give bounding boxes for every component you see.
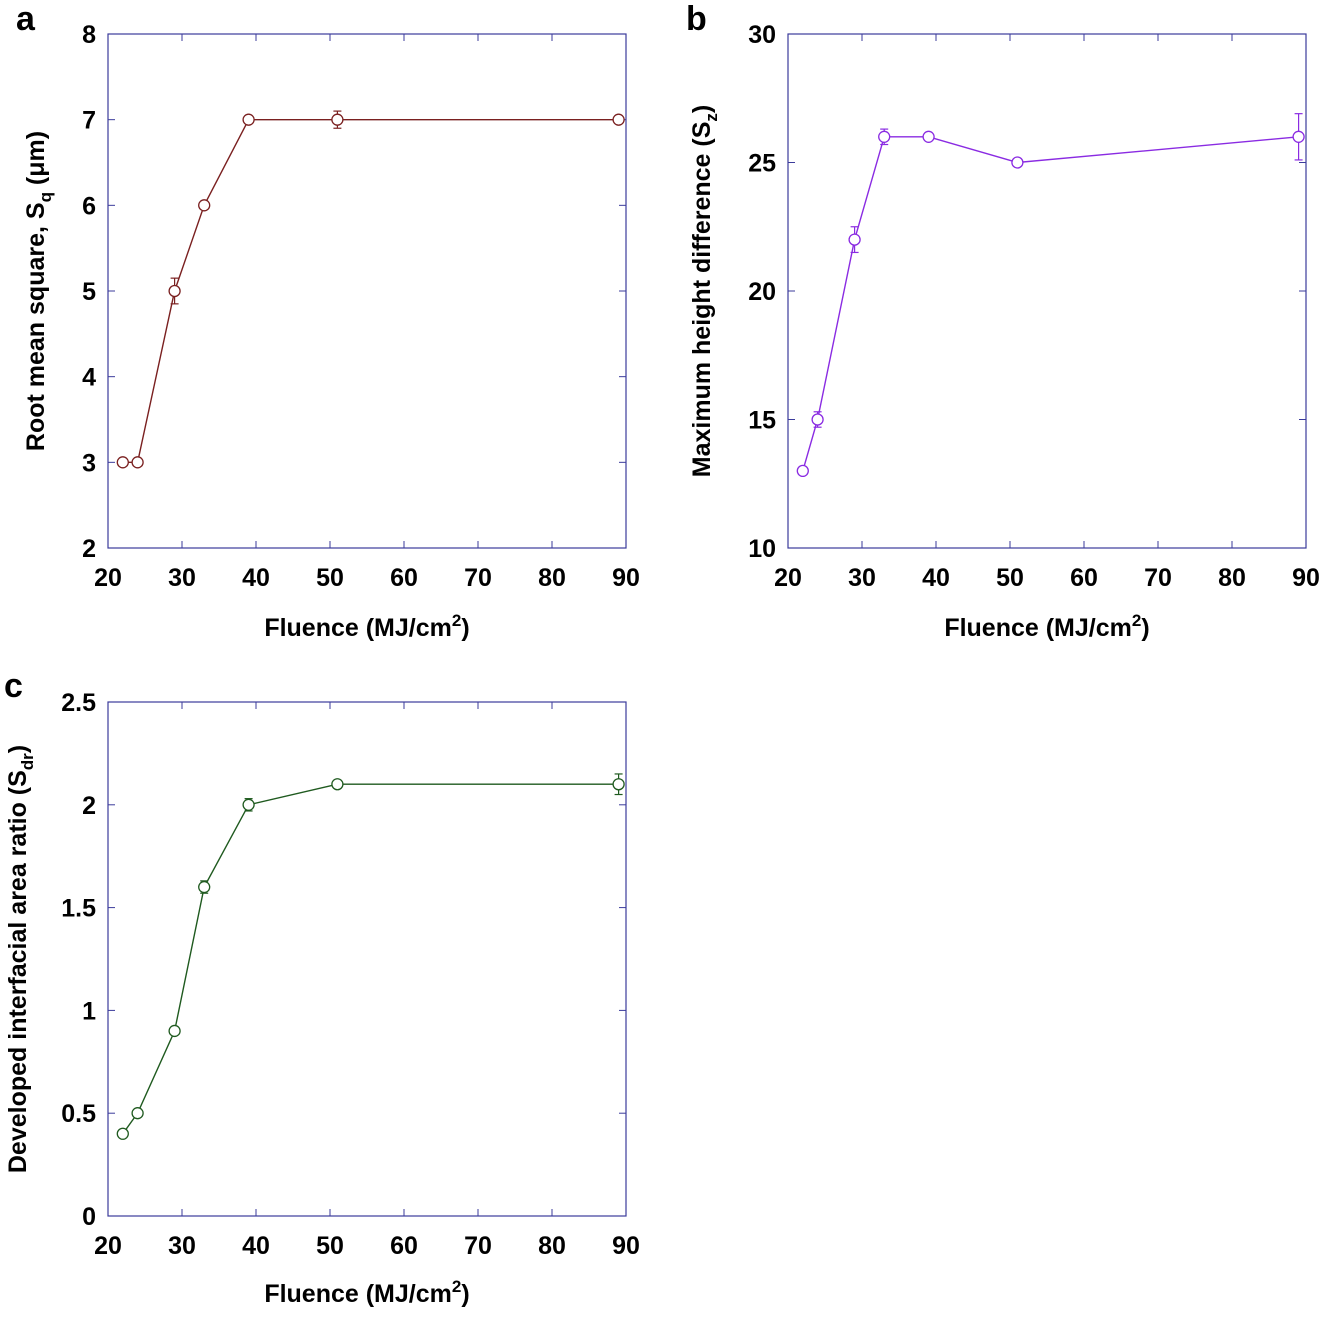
data-point (168, 1024, 181, 1038)
data-point (131, 456, 144, 469)
data-point (168, 284, 181, 298)
x-tick-label: 40 (242, 1232, 270, 1260)
y-tick-label: 5 (82, 278, 96, 306)
x-tick-label: 20 (774, 564, 802, 592)
x-tick-label: 90 (612, 1232, 640, 1260)
plot-frame (107, 701, 627, 1217)
x-tick-label: 70 (464, 564, 492, 592)
data-point (612, 113, 625, 126)
panel-a: a 20 30 40 50 60 70 80 90 2 3 4 5 6 7 8 Fluence (MJ/cm2)… (16, 0, 640, 642)
x-axis-title: Fluence (MJ/cm2) (264, 1277, 469, 1308)
series-line (122, 783, 619, 1135)
x-tick-label: 50 (316, 1232, 344, 1260)
data-point (922, 130, 935, 143)
x-tick-label: 80 (1218, 564, 1246, 592)
data-point (331, 113, 344, 126)
x-tick-label: 20 (94, 1232, 122, 1260)
y-tick-label: 7 (82, 107, 96, 135)
data-point (878, 130, 891, 143)
plot-frame (107, 33, 627, 549)
y-tick-label: 0 (82, 1203, 96, 1231)
x-tick-label: 60 (390, 1232, 418, 1260)
data-point (198, 199, 211, 212)
y-tick-label: 6 (82, 192, 96, 220)
y-tick-label: 25 (748, 150, 776, 178)
data-point (242, 798, 255, 811)
data-point (131, 1107, 144, 1120)
series-line (122, 118, 619, 463)
y-tick-label: 0.5 (61, 1100, 96, 1128)
x-tick-label: 20 (94, 564, 122, 592)
y-tick-label: 2 (82, 535, 96, 563)
x-tick-label: 60 (390, 564, 418, 592)
data-point (242, 113, 255, 126)
y-tick-label: 8 (82, 21, 96, 49)
data-point (811, 413, 824, 426)
x-tick-label: 40 (922, 564, 950, 592)
data-point (116, 456, 129, 469)
panel-b: b 20 30 40 50 60 70 80 90 10 15 20 25 30 Fluence (MJ/c… (686, 0, 1320, 642)
x-tick-label: 70 (1144, 564, 1172, 592)
data-point (796, 464, 809, 478)
x-axis-title: Fluence (MJ/cm2) (944, 611, 1149, 642)
data-point (1292, 130, 1305, 143)
panel-letter: c (4, 667, 23, 705)
x-tick-label: 80 (538, 564, 566, 592)
data-point (198, 880, 211, 894)
data-point (612, 778, 625, 791)
x-tick-label: 30 (168, 564, 196, 592)
y-tick-label: 1.5 (61, 895, 96, 923)
panel-c: c 20 30 40 50 60 70 80 90 0 0.5 1 1.5 2 2.5 Fluence (MJ… (4, 667, 640, 1308)
x-tick-label: 50 (316, 564, 344, 592)
x-axis-title: Fluence (MJ/cm2) (264, 611, 469, 642)
y-axis-title: Maximum height difference (Sz) (688, 105, 721, 477)
x-tick-label: 80 (538, 1232, 566, 1260)
y-tick-label: 2 (82, 792, 96, 820)
series-line (802, 136, 1299, 472)
data-point (1011, 156, 1024, 169)
x-tick-label: 50 (996, 564, 1024, 592)
x-tick-label: 90 (1292, 564, 1320, 592)
y-axis-title: Root mean square, Sq (μm) (22, 131, 55, 451)
x-tick-label: 60 (1070, 564, 1098, 592)
data-point (331, 778, 344, 791)
y-tick-label: 3 (82, 449, 96, 477)
y-tick-label: 4 (82, 364, 96, 392)
x-tick-label: 30 (848, 564, 876, 592)
x-tick-label: 40 (242, 564, 270, 592)
y-tick-label: 2.5 (61, 689, 96, 717)
data-point (116, 1127, 129, 1140)
y-tick-label: 30 (748, 21, 776, 49)
panel-letter: a (16, 0, 36, 38)
y-tick-label: 15 (748, 407, 776, 435)
y-tick-label: 10 (748, 535, 776, 563)
x-tick-label: 70 (464, 1232, 492, 1260)
data-point (848, 233, 861, 246)
y-tick-label: 1 (82, 997, 96, 1025)
y-tick-label: 20 (748, 278, 776, 306)
panel-letter: b (686, 0, 707, 38)
y-axis-title: Developed interfacial area ratio (Sdr) (4, 745, 37, 1173)
x-tick-label: 90 (612, 564, 640, 592)
plot-frame (787, 33, 1307, 549)
x-tick-label: 30 (168, 1232, 196, 1260)
